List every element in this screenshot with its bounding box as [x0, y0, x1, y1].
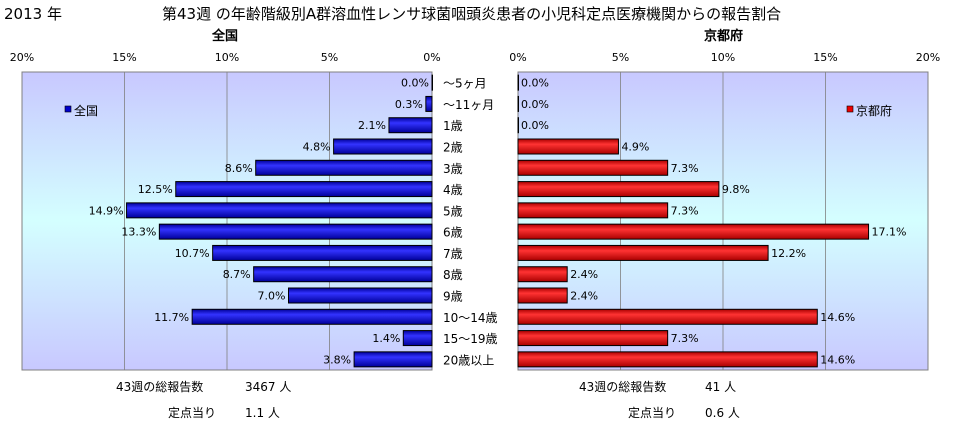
- national-tick-label: 0%: [423, 51, 440, 64]
- kyoto-bar: [517, 181, 720, 198]
- category-label: ～11ヶ月: [443, 98, 494, 112]
- kyoto-bar: [517, 95, 519, 112]
- kyoto-tick-label: 5%: [612, 51, 629, 64]
- kyoto-bar: [517, 74, 519, 91]
- national-data-label: 8.6%: [225, 162, 253, 175]
- kyoto-bar: [517, 117, 519, 134]
- category-label: 9歳: [443, 290, 463, 304]
- kyoto-bar: [517, 244, 769, 261]
- kyoto-tick-label: 0%: [509, 51, 526, 64]
- national-data-label: 12.5%: [138, 183, 173, 196]
- kyoto-bar: [517, 138, 619, 155]
- national-bar: [353, 351, 433, 368]
- category-label: 4歳: [443, 183, 463, 197]
- national-total-label: 43週の総報告数: [116, 380, 204, 394]
- national-data-label: 1.4%: [372, 332, 400, 345]
- figure-title: 第43週 の年齢階級別A群溶血性レンサ球菌咽頭炎患者の小児科定点医療機関からの報…: [162, 5, 782, 23]
- left-chart-title: 全国: [212, 29, 239, 44]
- kyoto-data-label: 7.3%: [671, 332, 699, 345]
- kyoto-tick-label: 20%: [916, 51, 940, 64]
- kyoto-legend-swatch: [846, 105, 854, 113]
- kyoto-data-label: 2.4%: [570, 268, 598, 281]
- national-data-label: 7.0%: [258, 290, 286, 303]
- national-bar: [333, 138, 433, 155]
- kyoto-data-label: 4.9%: [621, 141, 649, 154]
- national-bar: [425, 95, 433, 112]
- national-tick-label: 10%: [215, 51, 239, 64]
- kyoto-bar: [517, 202, 669, 219]
- kyoto-data-label: 7.3%: [671, 162, 699, 175]
- kyoto-data-label: 0.0%: [521, 119, 549, 132]
- kyoto-bar: [517, 351, 818, 368]
- national-data-label: 2.1%: [358, 119, 386, 132]
- category-label: 15～19歳: [443, 332, 498, 346]
- kyoto-data-label: 12.2%: [771, 247, 806, 260]
- kyoto-bar: [517, 308, 818, 325]
- national-per-site-value: 1.1 人: [245, 406, 280, 420]
- national-tick-label: 20%: [10, 51, 34, 64]
- kyoto-data-label: 2.4%: [570, 290, 598, 303]
- kyoto-data-label: 14.6%: [820, 311, 855, 324]
- category-label: 3歳: [443, 162, 463, 176]
- category-label: 7歳: [443, 247, 463, 261]
- national-bar: [388, 117, 433, 134]
- category-label: 1歳: [443, 119, 463, 133]
- kyoto-data-label: 7.3%: [671, 204, 699, 217]
- kyoto-bar: [517, 159, 669, 176]
- kyoto-data-label: 14.6%: [820, 353, 855, 366]
- national-data-label: 8.7%: [223, 268, 251, 281]
- category-label: 8歳: [443, 268, 463, 282]
- kyoto-per-site-label: 定点当り: [628, 406, 677, 420]
- category-label: ～5ヶ月: [443, 77, 487, 91]
- kyoto-tick-label: 10%: [711, 51, 735, 64]
- kyoto-data-label: 17.1%: [872, 226, 907, 239]
- national-data-label: 11.7%: [154, 311, 189, 324]
- national-data-label: 14.9%: [89, 204, 124, 217]
- right-chart-title: 京都府: [704, 29, 744, 44]
- category-label: 6歳: [443, 226, 463, 240]
- national-tick-label: 15%: [112, 51, 136, 64]
- national-legend-swatch: [64, 105, 72, 113]
- category-label: 2歳: [443, 141, 463, 155]
- national-bar: [431, 74, 433, 91]
- kyoto-data-label: 0.0%: [521, 98, 549, 111]
- national-data-label: 10.7%: [175, 247, 210, 260]
- national-bar: [126, 202, 433, 219]
- national-bar: [212, 244, 433, 261]
- kyoto-data-label: 9.8%: [722, 183, 750, 196]
- kyoto-total-value: 41 人: [705, 380, 737, 394]
- kyoto-total-label: 43週の総報告数: [579, 380, 667, 394]
- national-bar: [253, 266, 433, 283]
- category-label: 10～14歳: [443, 311, 498, 325]
- kyoto-tick-label: 15%: [813, 51, 837, 64]
- category-label: 5歳: [443, 204, 463, 218]
- national-total-value: 3467 人: [245, 380, 292, 394]
- national-legend-label: 全国: [74, 103, 98, 118]
- national-bar: [402, 330, 433, 347]
- kyoto-bar: [517, 266, 568, 283]
- national-data-label: 3.8%: [323, 353, 351, 366]
- national-bar: [255, 159, 433, 176]
- kyoto-bar: [517, 287, 568, 304]
- national-data-label: 13.3%: [121, 226, 156, 239]
- national-bar: [158, 223, 433, 240]
- national-data-label: 4.8%: [303, 141, 331, 154]
- national-data-label: 0.0%: [401, 77, 429, 90]
- kyoto-legend-label: 京都府: [856, 103, 892, 118]
- kyoto-data-label: 0.0%: [521, 77, 549, 90]
- national-data-label: 0.3%: [395, 98, 423, 111]
- year-label: 2013 年: [4, 5, 62, 23]
- national-bar: [175, 181, 433, 198]
- kyoto-per-site-value: 0.6 人: [705, 406, 740, 420]
- national-tick-label: 5%: [321, 51, 338, 64]
- national-per-site-label: 定点当り: [168, 406, 217, 420]
- national-bar: [191, 308, 433, 325]
- kyoto-bar: [517, 330, 669, 347]
- category-label: 20歳以上: [443, 353, 494, 367]
- national-bar: [288, 287, 433, 304]
- kyoto-bar: [517, 223, 870, 240]
